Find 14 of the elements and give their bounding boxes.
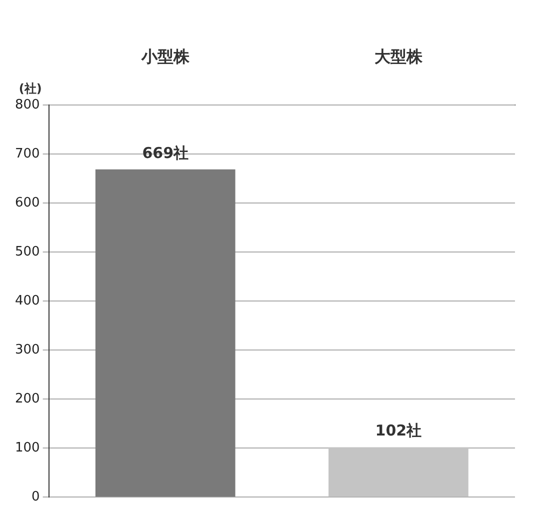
y-tick-label: 0	[32, 490, 40, 505]
y-tick-label: 800	[14, 98, 40, 113]
y-tick-label: 300	[14, 342, 40, 358]
y-tick-label: 100	[14, 440, 40, 456]
y-tick-label: 600	[14, 196, 40, 211]
y-axis-title: (社)	[18, 81, 42, 96]
data-label: 669社	[142, 144, 189, 162]
x-tick-label: 小型株	[140, 46, 190, 66]
y-tick-label: 700	[14, 146, 40, 162]
x-tick-label: 大型株	[374, 46, 424, 66]
y-tick-label: 400	[14, 294, 40, 309]
y-tick-label: 200	[14, 392, 40, 407]
y-tick-label: 500	[14, 244, 40, 260]
data-label: 102社	[375, 422, 422, 440]
